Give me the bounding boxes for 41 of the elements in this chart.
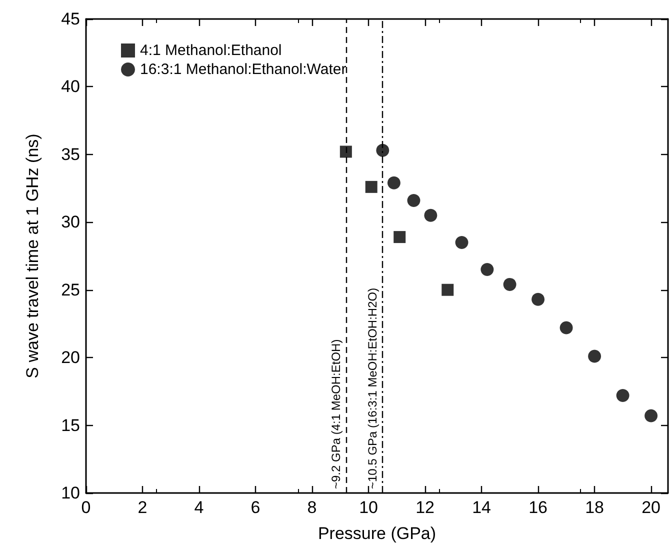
legend-label: 16:3:1 Methanol:Ethanol:Water: [140, 61, 346, 78]
point: [480, 263, 494, 276]
point: [394, 231, 406, 244]
point: [532, 292, 545, 306]
x-tick-label: 20: [642, 498, 661, 517]
x-tick-label: 14: [472, 498, 491, 517]
point: [588, 350, 602, 363]
x-tick-label: 10: [359, 498, 378, 517]
point: [616, 388, 630, 402]
x-tick-label: 2: [138, 498, 148, 517]
point: [442, 284, 454, 296]
y-tick-label: 15: [61, 416, 80, 435]
point: [424, 208, 438, 222]
y-tick-label: 20: [61, 348, 80, 368]
y-tick-label: 30: [61, 212, 80, 232]
point: [560, 321, 573, 334]
point: [455, 236, 468, 249]
y-tick-label: 45: [61, 10, 80, 28]
y-tick-label: 10: [61, 484, 80, 502]
ref-line-label: ~9.2 GPa (4:1 MeOH:EtOH): [328, 339, 343, 489]
point: [407, 194, 420, 207]
legend-label: 4:1 Methanol:Ethanol: [140, 42, 282, 59]
x-tick-label: 18: [585, 498, 604, 517]
point: [376, 144, 390, 157]
x-tick-label: 12: [416, 498, 434, 517]
point: [503, 278, 516, 291]
ref-line-label: ~10.5 GPa (16:3:1 MeOH:EtOH:H2O): [366, 288, 380, 489]
x-tick-label: 8: [307, 498, 317, 517]
point: [365, 180, 378, 193]
point: [340, 146, 352, 158]
x-tick-label: 4: [194, 498, 204, 517]
x-tick-label: 16: [528, 498, 548, 517]
y-tick-label: 35: [61, 144, 80, 164]
x-axis-title: Pressure (GPa): [318, 524, 436, 543]
y-tick-label: 40: [61, 77, 80, 96]
y-tick-label: 25: [61, 280, 80, 300]
y-axis-title: S wave travel time at 1 GHz (ns): [23, 134, 42, 378]
point: [644, 409, 658, 422]
point: [387, 176, 400, 190]
x-tick-label: 0: [81, 498, 91, 517]
x-tick-label: 6: [250, 498, 260, 517]
